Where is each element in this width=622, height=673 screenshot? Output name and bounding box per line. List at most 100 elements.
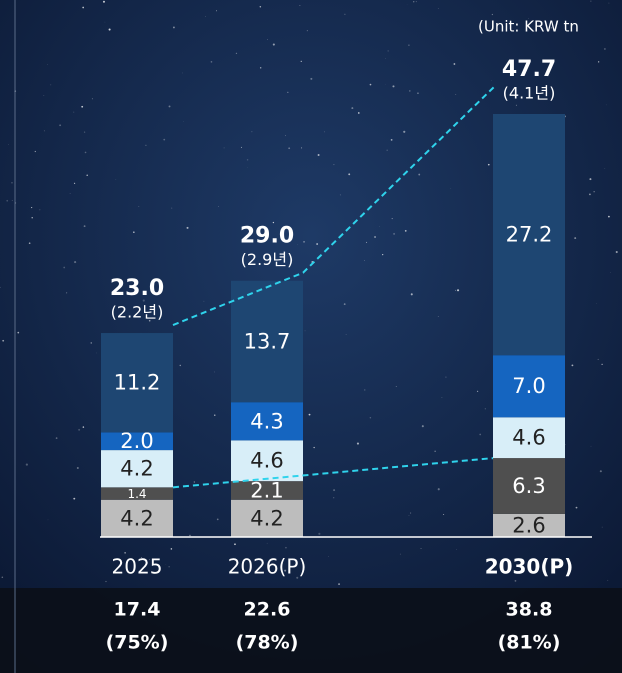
category-label: 2030(P): [485, 555, 574, 579]
star: [2, 340, 4, 342]
star: [285, 135, 286, 136]
segment-label: 11.2: [114, 371, 161, 395]
star: [382, 254, 383, 255]
star: [446, 377, 447, 378]
star: [218, 206, 219, 207]
star: [600, 470, 602, 472]
star: [379, 226, 380, 227]
star: [455, 94, 456, 95]
star: [86, 174, 88, 176]
total-note: (2.2년): [111, 303, 164, 322]
star: [438, 488, 440, 490]
star: [216, 10, 217, 11]
star: [571, 364, 573, 366]
star: [604, 48, 606, 50]
star: [105, 22, 106, 23]
star: [47, 64, 48, 65]
star: [364, 260, 365, 261]
star: [479, 434, 481, 436]
star: [236, 53, 237, 54]
star: [344, 303, 346, 305]
segment-label: 2.0: [120, 429, 153, 453]
star: [145, 145, 146, 146]
star: [288, 147, 290, 149]
star: [608, 216, 610, 218]
bottom-share: (78%): [236, 632, 299, 654]
star: [182, 73, 183, 74]
segment-label: 7.0: [512, 374, 545, 398]
star: [409, 90, 411, 92]
star: [78, 429, 80, 431]
star: [607, 580, 608, 581]
star: [12, 200, 13, 201]
star: [84, 225, 86, 227]
star: [565, 444, 566, 445]
bottom-value: 22.6: [244, 599, 291, 621]
star: [609, 3, 610, 4]
star: [260, 67, 261, 68]
star: [214, 372, 215, 373]
star: [180, 365, 181, 366]
star: [333, 497, 334, 498]
star: [393, 233, 395, 235]
bottom-share: (81%): [498, 632, 561, 654]
star: [133, 231, 135, 233]
star: [35, 151, 36, 152]
star: [124, 552, 125, 553]
star: [370, 417, 371, 418]
star: [92, 98, 93, 99]
star: [91, 342, 92, 343]
star: [26, 463, 28, 465]
star: [303, 241, 304, 242]
segment-label: 6.3: [512, 474, 545, 498]
star: [74, 183, 75, 184]
star: [348, 173, 350, 175]
star: [85, 152, 87, 154]
star: [416, 1, 417, 2]
bottom-value: 38.8: [506, 599, 553, 621]
star: [204, 301, 205, 302]
star: [251, 131, 252, 132]
star: [492, 14, 493, 15]
star: [77, 467, 79, 469]
star: [187, 227, 189, 229]
star: [50, 85, 51, 86]
star: [39, 209, 40, 210]
star: [224, 147, 225, 148]
star: [205, 16, 206, 17]
star: [217, 518, 219, 520]
star: [392, 218, 393, 219]
star: [84, 131, 85, 132]
category-label: 2025: [112, 555, 163, 579]
bottom-share: (75%): [106, 632, 169, 654]
star: [324, 132, 325, 133]
star: [408, 45, 409, 46]
star: [2, 577, 4, 579]
star: [387, 150, 388, 151]
star: [590, 1, 591, 2]
star: [301, 61, 302, 62]
star: [300, 5, 301, 6]
total-label: 23.0: [110, 276, 164, 301]
star: [66, 292, 67, 293]
star: [598, 359, 599, 360]
star: [491, 80, 492, 81]
star: [357, 443, 359, 445]
star: [417, 93, 418, 94]
bottom-value: 17.4: [114, 599, 161, 621]
total-note: (4.1년): [503, 84, 556, 103]
star: [169, 105, 171, 107]
star: [516, 105, 517, 106]
star: [273, 43, 275, 45]
star: [163, 139, 165, 141]
star: [138, 206, 139, 207]
star: [305, 331, 306, 332]
star: [74, 261, 76, 263]
star: [601, 364, 602, 365]
total-label: 29.0: [240, 224, 294, 249]
category-label: 2026(P): [228, 555, 307, 579]
star: [370, 84, 372, 86]
segment-label: 4.2: [120, 506, 153, 530]
star: [234, 543, 236, 545]
total-note: (2.9년): [241, 250, 294, 269]
